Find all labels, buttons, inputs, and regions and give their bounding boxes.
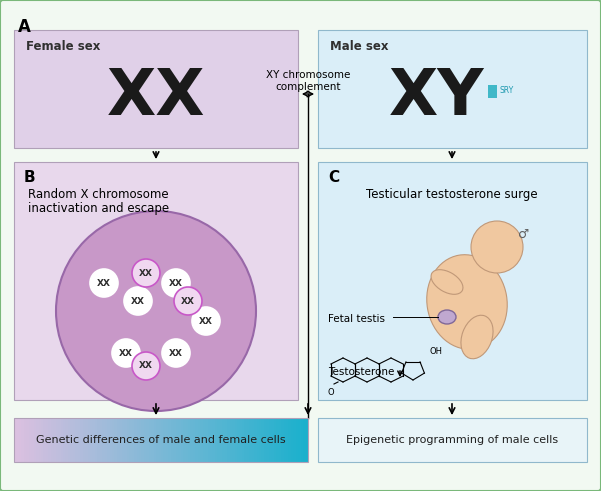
Bar — [318, 162, 587, 400]
Bar — [107, 418, 109, 462]
Bar — [180, 418, 183, 462]
Bar — [56, 418, 58, 462]
Bar — [222, 418, 225, 462]
Text: inactivation and escape: inactivation and escape — [28, 202, 169, 215]
Bar — [284, 418, 286, 462]
Bar — [191, 418, 193, 462]
Text: ♂: ♂ — [519, 227, 529, 241]
Text: XX: XX — [139, 269, 153, 277]
Bar — [31, 418, 34, 462]
Bar — [318, 30, 587, 148]
Bar — [168, 418, 171, 462]
Bar — [207, 418, 210, 462]
Text: SRY: SRY — [499, 85, 513, 94]
Bar — [29, 418, 31, 462]
Text: Genetic differences of male and female cells: Genetic differences of male and female c… — [36, 435, 286, 445]
Text: Epigenetic programming of male cells: Epigenetic programming of male cells — [346, 435, 558, 445]
Bar — [14, 162, 298, 400]
Bar — [146, 418, 149, 462]
Bar — [132, 418, 134, 462]
Circle shape — [132, 259, 160, 287]
Bar — [300, 418, 303, 462]
Bar — [178, 418, 180, 462]
Circle shape — [162, 339, 190, 367]
Circle shape — [162, 269, 190, 297]
Bar — [48, 418, 50, 462]
Bar — [305, 418, 308, 462]
Bar — [61, 418, 63, 462]
Bar — [198, 418, 200, 462]
Text: Testicular testosterone surge: Testicular testosterone surge — [366, 188, 538, 201]
Bar — [149, 418, 151, 462]
Bar — [171, 418, 173, 462]
Bar — [144, 418, 146, 462]
Bar — [273, 418, 276, 462]
Bar — [124, 418, 127, 462]
Bar — [102, 418, 105, 462]
Bar — [43, 418, 46, 462]
Bar — [210, 418, 212, 462]
Bar — [195, 418, 198, 462]
Bar — [70, 418, 73, 462]
Bar — [19, 418, 22, 462]
Text: C: C — [328, 170, 339, 185]
Bar — [291, 418, 293, 462]
Bar — [159, 418, 161, 462]
Text: XX: XX — [119, 349, 133, 357]
Bar — [134, 418, 136, 462]
Bar — [166, 418, 168, 462]
Bar — [109, 418, 112, 462]
Bar — [117, 418, 120, 462]
Bar — [66, 418, 68, 462]
Bar — [249, 418, 252, 462]
Bar — [239, 418, 242, 462]
Bar — [288, 418, 291, 462]
Bar — [80, 418, 82, 462]
Bar — [242, 418, 244, 462]
Bar — [95, 418, 97, 462]
Bar — [276, 418, 279, 462]
Circle shape — [56, 211, 256, 411]
Bar — [230, 418, 232, 462]
Bar — [26, 418, 29, 462]
Bar — [46, 418, 48, 462]
Ellipse shape — [431, 270, 463, 294]
Bar — [82, 418, 85, 462]
Text: XX: XX — [107, 66, 206, 128]
Bar — [227, 418, 230, 462]
Bar — [112, 418, 114, 462]
Circle shape — [112, 339, 140, 367]
Bar — [53, 418, 56, 462]
Bar — [58, 418, 61, 462]
Text: Female sex: Female sex — [26, 40, 100, 53]
Bar — [120, 418, 122, 462]
Bar — [63, 418, 66, 462]
Text: Testosterone: Testosterone — [328, 367, 394, 377]
Bar — [269, 418, 271, 462]
Circle shape — [90, 269, 118, 297]
Bar — [203, 418, 205, 462]
Bar — [200, 418, 203, 462]
Text: Random X chromosome: Random X chromosome — [28, 188, 169, 201]
Bar — [41, 418, 43, 462]
Bar — [173, 418, 175, 462]
Circle shape — [471, 221, 523, 273]
Text: XY: XY — [389, 66, 485, 128]
Bar — [244, 418, 247, 462]
Bar — [38, 418, 41, 462]
Bar — [293, 418, 296, 462]
Bar — [85, 418, 88, 462]
Ellipse shape — [438, 310, 456, 324]
Bar — [298, 418, 300, 462]
Bar — [186, 418, 188, 462]
Text: A: A — [18, 18, 31, 36]
Bar — [36, 418, 38, 462]
Bar — [254, 418, 257, 462]
Bar — [14, 30, 298, 148]
Text: B: B — [24, 170, 35, 185]
Bar — [14, 418, 16, 462]
Text: OH: OH — [429, 348, 442, 356]
Bar — [205, 418, 207, 462]
Circle shape — [192, 307, 220, 335]
